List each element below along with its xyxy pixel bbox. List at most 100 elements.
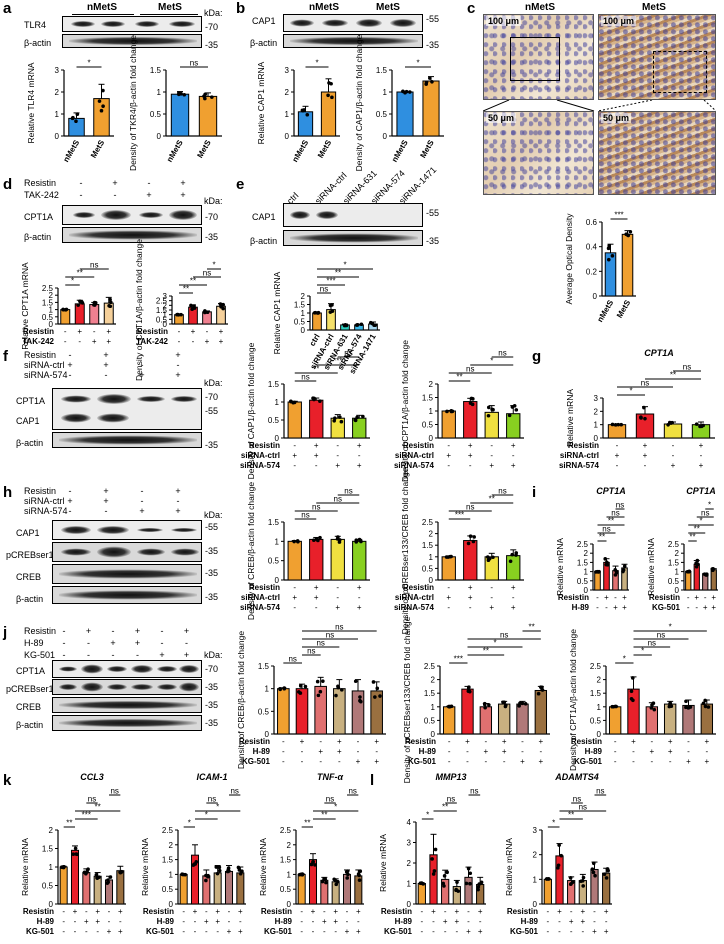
y-tick-label: 0: [49, 320, 54, 329]
bar: [710, 569, 717, 591]
sig-label: *: [623, 655, 626, 664]
condition-sign: +: [318, 747, 323, 756]
sig-label: ns: [88, 795, 96, 804]
x-tick-label: nMetS: [290, 138, 310, 164]
data-point: [476, 887, 480, 892]
condition-label: Resistin: [239, 737, 270, 746]
data-point: [603, 557, 608, 561]
data-point: [703, 698, 707, 703]
data-point: [312, 397, 316, 402]
sig-label: **: [304, 819, 310, 828]
data-point: [604, 876, 609, 880]
data-point: [76, 303, 80, 307]
data-point: [183, 872, 187, 877]
condition-sign: -: [108, 917, 111, 926]
blot-h-row-3: CREB: [16, 572, 42, 582]
condition-sign: +: [711, 593, 716, 602]
blot-f-sign: -: [68, 350, 72, 360]
y-tick-label: 1: [287, 870, 292, 879]
data-point: [219, 304, 223, 309]
data-point: [466, 866, 471, 871]
bar: [441, 410, 456, 439]
data-point: [581, 884, 585, 888]
x-tick-label: MetS: [195, 138, 213, 160]
data-point: [544, 877, 549, 881]
blot-j-sign: -: [111, 626, 115, 636]
data-point: [182, 92, 187, 97]
data-point: [106, 878, 110, 882]
data-point: [323, 877, 328, 881]
sig-label: **: [489, 495, 495, 504]
y-tick-label: 1.5: [422, 394, 434, 403]
condition-sign: -: [581, 927, 584, 936]
y-axis-label: Density of CREB/β-actin fold change: [236, 631, 246, 769]
condition-sign: +: [631, 737, 636, 746]
data-point: [191, 863, 196, 867]
data-point: [205, 310, 210, 315]
scale-bar-label: 50 μm: [601, 113, 632, 123]
condition-sign: -: [469, 461, 472, 470]
data-point: [194, 860, 199, 864]
sig-label: **: [529, 623, 535, 632]
blot-j-mw-2: -35: [205, 682, 219, 692]
condition-sign: +: [454, 907, 459, 916]
sig-label: ns: [288, 655, 296, 664]
sig-label: *: [490, 357, 493, 366]
blot-a-mw-2: -35: [205, 40, 219, 50]
data-point: [625, 232, 629, 237]
y-tick-label: 0.4: [586, 243, 598, 252]
condition-sign: +: [502, 747, 507, 756]
data-point: [695, 558, 700, 563]
condition-label: siRNA-574: [559, 461, 600, 470]
condition-sign: +: [106, 327, 111, 336]
condition-sign: -: [358, 593, 361, 602]
data-point: [313, 310, 318, 315]
panel-label-k: k: [3, 772, 12, 789]
sig-label: *: [426, 811, 429, 820]
data-point: [95, 876, 100, 880]
sig-label: ns: [466, 503, 474, 512]
sig-label: **: [77, 269, 83, 278]
condition-sign: +: [468, 583, 473, 592]
chart-title: MMP13: [435, 772, 466, 782]
y-tick-label: 1.5: [42, 845, 54, 854]
y-tick-label: 1: [169, 870, 174, 879]
data-point: [316, 693, 321, 698]
condition-sign: +: [649, 747, 654, 756]
data-point: [336, 535, 340, 539]
blot-h-sign: +: [67, 496, 73, 506]
y-tick-label: 1.5: [162, 856, 174, 865]
data-point: [82, 870, 87, 875]
y-tick-label: 2.5: [668, 540, 680, 549]
blot-e-mw-2: -35: [426, 236, 440, 246]
y-tick-label: 0: [157, 132, 162, 141]
data-point: [491, 407, 495, 412]
blot-h-sign: +: [175, 486, 181, 496]
condition-sign: -: [512, 593, 515, 602]
data-point: [605, 867, 610, 871]
condition-sign: -: [593, 917, 596, 926]
condition-sign: -: [300, 907, 303, 916]
y-tick-label: 0: [431, 730, 436, 739]
data-point: [119, 870, 124, 874]
y-tick-label: 0: [287, 900, 292, 909]
condition-sign: +: [489, 603, 494, 612]
y-tick-label: 0.5: [376, 110, 388, 119]
blot-h-mw-1: -55: [205, 522, 219, 532]
data-point: [237, 868, 242, 872]
data-point: [333, 416, 337, 420]
condition-label: KG-501: [242, 757, 271, 766]
y-axis-label: Relative TLR4 mRNA: [26, 62, 36, 143]
condition-label: H-89: [395, 917, 413, 926]
condition-label: siRNA-574: [240, 603, 281, 612]
condition-sign: -: [616, 441, 619, 450]
y-tick-label: 0: [301, 326, 306, 335]
data-point: [581, 875, 586, 880]
blot-h-row-2: pCREBser133: [6, 550, 64, 560]
condition-sign: -: [357, 747, 360, 756]
y-tick-label: 0.6: [586, 218, 598, 227]
condition-sign: +: [538, 737, 543, 746]
condition-sign: -: [616, 461, 619, 470]
bar: [59, 866, 68, 905]
bar: [330, 538, 345, 581]
